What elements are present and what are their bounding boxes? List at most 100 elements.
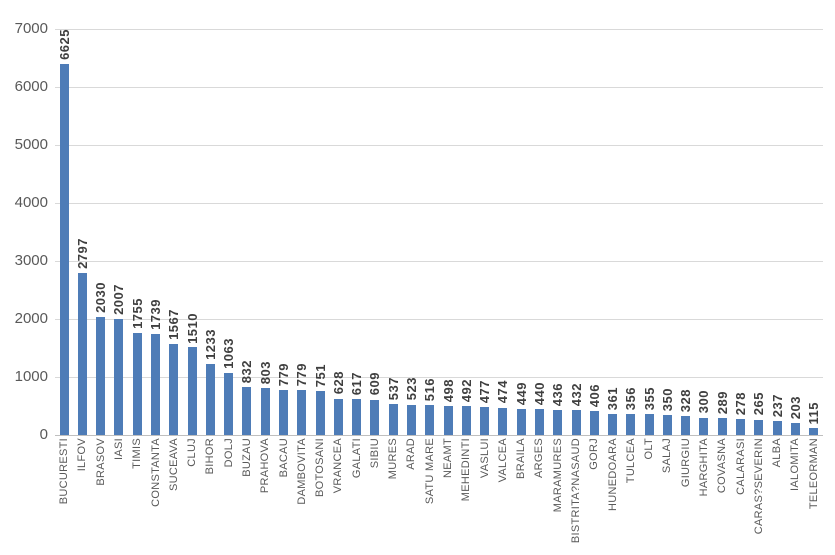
category-label: OLT xyxy=(643,438,656,460)
category-cell: BUZAU xyxy=(238,438,256,552)
bar-column: 440 xyxy=(530,29,548,435)
bar-column: 237 xyxy=(768,29,786,435)
bar-column: 300 xyxy=(695,29,713,435)
value-label: 477 xyxy=(477,380,493,404)
value-label: 350 xyxy=(659,387,675,411)
category-cell: DAMBOVITA xyxy=(293,438,311,552)
category-cell: OLT xyxy=(640,438,658,552)
bar-column: 628 xyxy=(329,29,347,435)
value-label: 628 xyxy=(330,371,346,395)
bar xyxy=(461,406,471,435)
gridline xyxy=(55,203,823,204)
bar-column: 355 xyxy=(640,29,658,435)
bar xyxy=(151,334,161,435)
category-cell: PRAHOVA xyxy=(256,438,274,552)
value-label: 523 xyxy=(403,377,419,401)
y-tick-label: 2000 xyxy=(14,310,48,327)
bar xyxy=(388,403,398,435)
y-tick-label: 6000 xyxy=(14,78,48,95)
value-label: 617 xyxy=(349,372,365,396)
bar xyxy=(132,333,142,435)
category-cell: BISTRITA?NASAUD xyxy=(567,438,585,552)
bar xyxy=(297,389,307,435)
category-cell: GALATI xyxy=(348,438,366,552)
value-label: 449 xyxy=(513,381,529,405)
bar xyxy=(370,399,380,435)
category-cell: SIBIU xyxy=(366,438,384,552)
category-cell: ARGES xyxy=(530,438,548,552)
category-cell: BACAU xyxy=(274,438,292,552)
category-label: TIMIS xyxy=(131,438,144,469)
category-label: MARAMURES xyxy=(551,438,564,513)
category-label: MURES xyxy=(387,438,400,480)
x-axis-line xyxy=(55,435,823,436)
bar-column: 449 xyxy=(512,29,530,435)
gridline xyxy=(55,29,823,30)
bar-column: 406 xyxy=(585,29,603,435)
bar-column: 1739 xyxy=(146,29,164,435)
gridline xyxy=(55,319,823,320)
bar xyxy=(187,347,197,435)
bar-column: 832 xyxy=(238,29,256,435)
category-cell: SUCEAVA xyxy=(165,438,183,552)
value-label: 537 xyxy=(385,376,401,400)
category-cell: SALAJ xyxy=(658,438,676,552)
category-cell: GORJ xyxy=(585,438,603,552)
category-label: GALATI xyxy=(350,438,363,479)
value-label: 265 xyxy=(751,392,767,416)
category-cell: MURES xyxy=(384,438,402,552)
value-label: 237 xyxy=(769,394,785,418)
bar xyxy=(425,405,435,435)
bar xyxy=(809,428,819,435)
plot-area: 6625 2797 2030 2007 1755 1739 1567 1510 1233 1063… xyxy=(55,29,823,436)
value-label: 1233 xyxy=(202,328,218,360)
value-label: 356 xyxy=(623,387,639,411)
bar xyxy=(516,408,526,435)
category-label: ARGES xyxy=(533,438,546,479)
category-label: ARAD xyxy=(405,438,418,470)
category-cell: TULCEA xyxy=(622,438,640,552)
category-cell: NEAMT xyxy=(439,438,457,552)
category-label: MEHEDINTI xyxy=(460,438,473,502)
category-cell: BUCURESTI xyxy=(55,438,73,552)
bar-column: 432 xyxy=(567,29,585,435)
category-label: VASLUI xyxy=(478,438,491,479)
bar xyxy=(59,63,69,435)
bar xyxy=(681,415,691,435)
bar-column: 2797 xyxy=(73,29,91,435)
bar-column: 523 xyxy=(402,29,420,435)
bar-column: 1567 xyxy=(165,29,183,435)
category-label: HARGHITA xyxy=(697,438,710,497)
category-cell: CALARASI xyxy=(731,438,749,552)
y-tick-label: 5000 xyxy=(14,136,48,153)
category-cell: MEHEDINTI xyxy=(457,438,475,552)
bar-column: 1755 xyxy=(128,29,146,435)
category-label: BRASOV xyxy=(94,438,107,486)
category-label: SALAJ xyxy=(661,438,674,474)
category-cell: ARAD xyxy=(402,438,420,552)
value-label: 779 xyxy=(276,362,292,386)
category-cell: COVASNA xyxy=(713,438,731,552)
category-label: GORJ xyxy=(588,438,601,470)
category-label: ALBA xyxy=(771,438,784,468)
category-cell: BIHOR xyxy=(201,438,219,552)
category-cell: CLUJ xyxy=(183,438,201,552)
bar-column: 609 xyxy=(366,29,384,435)
category-cell: HUNEDOARA xyxy=(603,438,621,552)
value-label: 203 xyxy=(787,396,803,420)
bar-column: 498 xyxy=(439,29,457,435)
value-label: 2030 xyxy=(93,282,109,314)
y-tick-label: 7000 xyxy=(14,20,48,37)
value-label: 328 xyxy=(678,388,694,412)
category-label: CALARASI xyxy=(734,438,747,495)
category-axis: BUCURESTI ILFOV BRASOV IASI TIMIS CONSTANTA SU… xyxy=(55,438,823,552)
bar-column: 779 xyxy=(274,29,292,435)
category-label: CARAS?SEVERIN xyxy=(752,438,765,535)
y-tick-label: 0 xyxy=(39,426,48,443)
category-label: ILFOV xyxy=(76,438,89,472)
category-label: BISTRITA?NASAUD xyxy=(570,438,583,544)
value-label: 289 xyxy=(714,391,730,415)
value-label: 440 xyxy=(531,382,547,406)
bar-column: 474 xyxy=(494,29,512,435)
